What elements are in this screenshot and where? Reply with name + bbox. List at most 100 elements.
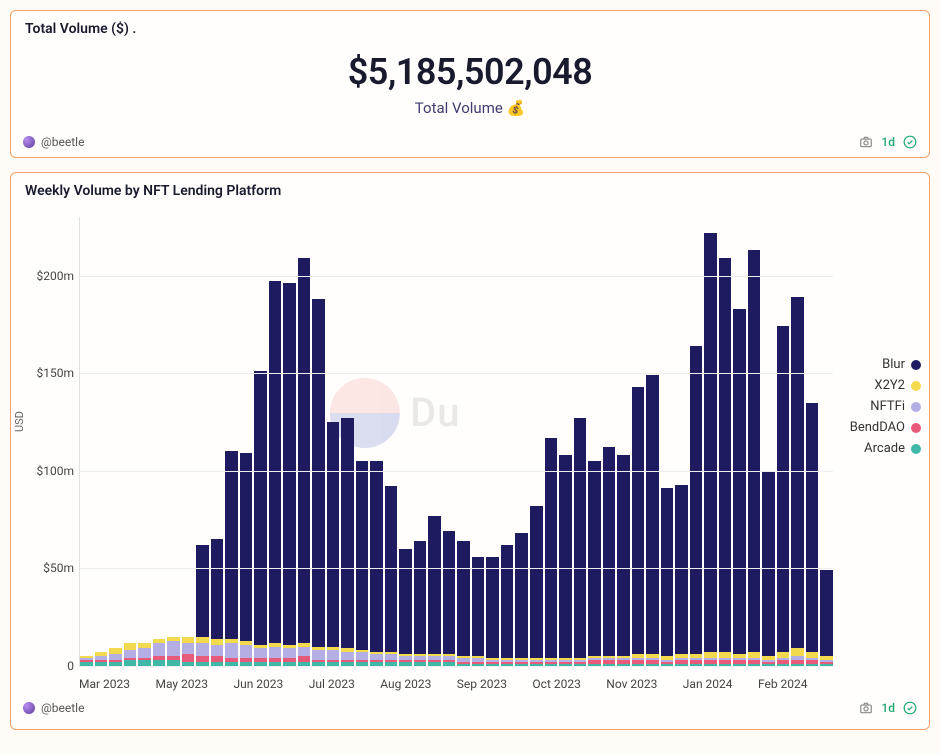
bar-column[interactable]	[733, 217, 746, 666]
bar-segment-blur	[690, 346, 703, 654]
bar-column[interactable]	[182, 217, 195, 666]
chart-card: Weekly Volume by NFT Lending Platform Du…	[10, 172, 930, 730]
bar-column[interactable]	[646, 217, 659, 666]
author-handle: @beetle	[41, 701, 84, 715]
legend-label: NFTFi	[870, 399, 905, 414]
legend-item-x2y2[interactable]: X2Y2	[837, 378, 921, 393]
bar-column[interactable]	[501, 217, 514, 666]
legend-swatch-icon	[911, 381, 921, 391]
bar-column[interactable]	[269, 217, 282, 666]
bar-column[interactable]	[399, 217, 412, 666]
bar-column[interactable]	[588, 217, 601, 666]
bar-column[interactable]	[312, 217, 325, 666]
bar-segment-blur	[312, 299, 325, 646]
summary-age: 1d	[881, 135, 895, 149]
bar-column[interactable]	[530, 217, 543, 666]
legend-item-nftfi[interactable]: NFTFi	[837, 399, 921, 414]
legend-item-benddao[interactable]: BendDAO	[837, 420, 921, 435]
summary-title: Total Volume ($) .	[11, 11, 929, 41]
bar-column[interactable]	[80, 217, 93, 666]
bar-column[interactable]	[225, 217, 238, 666]
bar-column[interactable]	[472, 217, 485, 666]
bar-column[interactable]	[356, 217, 369, 666]
bar-column[interactable]	[777, 217, 790, 666]
bar-segment-nftfi	[196, 643, 209, 657]
bar-column[interactable]	[719, 217, 732, 666]
bar-segment-blur	[225, 451, 238, 638]
bar-column[interactable]	[240, 217, 253, 666]
bar-segment-blur	[719, 258, 732, 652]
bar-column[interactable]	[95, 217, 108, 666]
bar-column[interactable]	[704, 217, 717, 666]
bar-column[interactable]	[690, 217, 703, 666]
bar-segment-nftfi	[225, 643, 238, 659]
bar-column[interactable]	[515, 217, 528, 666]
summary-author[interactable]: @beetle	[23, 135, 84, 149]
bar-column[interactable]	[167, 217, 180, 666]
bar-segment-blur	[675, 485, 688, 655]
bar-column[interactable]	[486, 217, 499, 666]
bar-column[interactable]	[762, 217, 775, 666]
bar-column[interactable]	[675, 217, 688, 666]
bar-column[interactable]	[370, 217, 383, 666]
bar-segment-blur	[443, 531, 456, 654]
bar-column[interactable]	[327, 217, 340, 666]
bar-column[interactable]	[617, 217, 630, 666]
bar-column[interactable]	[661, 217, 674, 666]
bar-column[interactable]	[254, 217, 267, 666]
bar-column[interactable]	[211, 217, 224, 666]
camera-icon[interactable]	[859, 135, 873, 149]
chart-area: Du USD 0$50m$100m$150m$200m Mar 2023May …	[19, 207, 837, 697]
bar-column[interactable]	[559, 217, 572, 666]
x-tick-label: Jan 2024	[683, 677, 733, 691]
bar-column[interactable]	[574, 217, 587, 666]
x-tick-label: Mar 2023	[79, 677, 130, 691]
bar-segment-nftfi	[138, 648, 151, 658]
chart-footer: @beetle 1d	[11, 697, 929, 723]
bar-column[interactable]	[603, 217, 616, 666]
legend-item-blur[interactable]: Blur	[837, 357, 921, 372]
bar-column[interactable]	[385, 217, 398, 666]
bar-segment-nftfi	[327, 650, 340, 660]
bar-column[interactable]	[428, 217, 441, 666]
bar-column[interactable]	[124, 217, 137, 666]
bar-segment-blur	[385, 486, 398, 652]
bar-segment-nftfi	[254, 648, 267, 658]
bar-column[interactable]	[414, 217, 427, 666]
bar-column[interactable]	[791, 217, 804, 666]
bar-column[interactable]	[545, 217, 558, 666]
bar-segment-blur	[457, 541, 470, 656]
bar-column[interactable]	[196, 217, 209, 666]
bar-column[interactable]	[283, 217, 296, 666]
chart-author[interactable]: @beetle	[23, 701, 84, 715]
x-tick-label	[208, 677, 233, 691]
chart-plot[interactable]: 0$50m$100m$150m$200m	[79, 217, 833, 667]
bar-segment-blur	[748, 250, 761, 652]
bar-column[interactable]	[632, 217, 645, 666]
bar-segment-blur	[414, 541, 427, 654]
bar-column[interactable]	[341, 217, 354, 666]
bar-segment-blur	[356, 461, 369, 650]
bar-column[interactable]	[109, 217, 122, 666]
bar-column[interactable]	[457, 217, 470, 666]
bar-column[interactable]	[820, 217, 833, 666]
bar-column[interactable]	[153, 217, 166, 666]
bar-segment-blur	[632, 387, 645, 654]
legend-item-arcade[interactable]: Arcade	[837, 441, 921, 456]
bar-segment-x2y2	[791, 648, 804, 656]
summary-footer: @beetle 1d	[11, 131, 929, 157]
bar-column[interactable]	[298, 217, 311, 666]
bar-segment-blur	[211, 539, 224, 639]
bar-column[interactable]	[806, 217, 819, 666]
bar-segment-blur	[283, 283, 296, 644]
legend-label: BendDAO	[850, 420, 905, 435]
x-tick-label	[507, 677, 532, 691]
bar-column[interactable]	[443, 217, 456, 666]
bar-column[interactable]	[748, 217, 761, 666]
bar-segment-blur	[530, 506, 543, 658]
grid-line	[80, 471, 833, 472]
bar-segment-blur	[515, 533, 528, 658]
camera-icon[interactable]	[859, 701, 873, 715]
bar-column[interactable]	[138, 217, 151, 666]
y-tick-label: $50m	[43, 561, 80, 575]
